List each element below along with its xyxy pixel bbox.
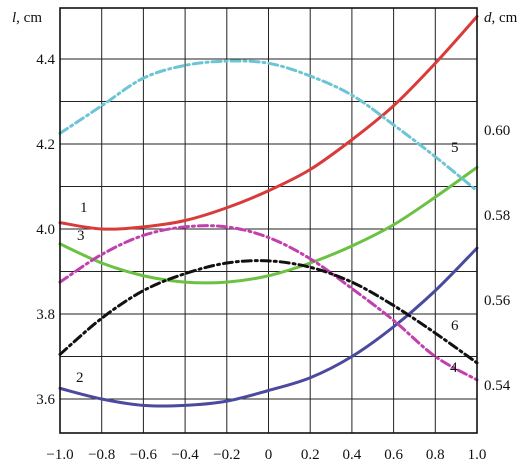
series-line-6 [58, 259, 479, 365]
right-axis-var: d [484, 10, 492, 26]
series-line-1 [58, 15, 479, 231]
plot-frame [59, 7, 478, 434]
left-y-tick-label: 4.0 [36, 222, 55, 238]
left-axis-title: l, cm [12, 10, 42, 26]
x-tick-label: 0 [265, 447, 273, 463]
right-y-tick-label: 0.60 [484, 123, 510, 139]
left-y-tick-label: 3.8 [36, 307, 55, 323]
right-axis-title: d, cm [484, 10, 518, 26]
x-tick-label: 1.0 [468, 447, 487, 463]
curve-label-4: 4 [450, 360, 458, 376]
left-y-tick-label: 4.2 [36, 137, 55, 153]
left-axis-unit: , cm [16, 10, 42, 26]
right-y-tick-label: 0.58 [484, 208, 510, 224]
x-tick-label: −0.8 [88, 447, 115, 463]
series-line-5 [58, 59, 479, 193]
series-line-4 [58, 224, 479, 382]
curve-label-1: 1 [80, 200, 88, 216]
series-line-3 [58, 165, 479, 285]
x-tick-label: 0.6 [384, 447, 403, 463]
x-tick-label: −0.4 [171, 447, 199, 463]
x-tick-label: 0.8 [426, 447, 445, 463]
grid [59, 8, 478, 433]
ticks: −1.0 −0.8 −0.6 −0.4 −0.2 0 0.2 0.4 0.6 0.8 1.0 3.6 3… [36, 52, 511, 463]
left-y-tick-label: 3.6 [36, 392, 55, 408]
plot-border [59, 7, 478, 434]
x-tick-label: −0.2 [213, 447, 240, 463]
curve-label-2: 2 [76, 370, 84, 386]
curve-label-3: 3 [77, 228, 85, 244]
x-tick-label: 0.4 [343, 447, 362, 463]
left-y-tick-label: 4.4 [36, 52, 55, 68]
right-axis-unit: , cm [492, 10, 518, 26]
x-tick-label: 0.2 [301, 447, 320, 463]
right-y-tick-label: 0.54 [484, 378, 511, 394]
series-layer [58, 15, 479, 408]
x-tick-label: −0.6 [130, 447, 158, 463]
series-line-2 [58, 246, 479, 408]
left-axis-var: l [12, 10, 16, 26]
curve-label-6: 6 [451, 318, 459, 334]
x-tick-label: −1.0 [46, 447, 73, 463]
right-y-tick-label: 0.56 [484, 293, 511, 309]
curve-label-5: 5 [451, 140, 459, 156]
